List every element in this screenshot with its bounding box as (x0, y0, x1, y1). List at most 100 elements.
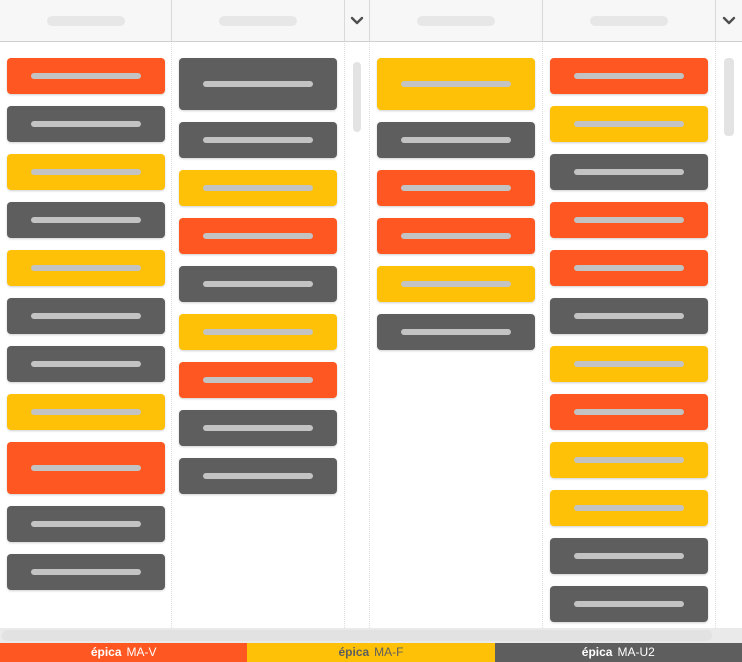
board-column-4 (543, 43, 716, 628)
column-header-1[interactable] (0, 0, 172, 41)
card[interactable] (6, 250, 165, 286)
column-title-placeholder (590, 15, 668, 26)
card[interactable] (179, 218, 337, 254)
card[interactable] (6, 106, 165, 142)
column-header-3[interactable] (370, 0, 543, 41)
card-text-placeholder (203, 425, 313, 431)
card-text-placeholder (203, 137, 313, 143)
legend-code: MA-V (126, 645, 157, 659)
collapse-column-button[interactable] (345, 0, 370, 41)
collapse-column-button[interactable] (716, 0, 742, 41)
card-text-placeholder (203, 377, 313, 383)
card[interactable] (6, 394, 165, 430)
legend-prefix: épica (338, 645, 370, 659)
card-text-placeholder (30, 361, 141, 367)
epic-legend: épica MA-V épica MA-F épica MA-U2 (0, 643, 742, 662)
board-column-1 (0, 43, 172, 628)
legend-item-ma-v[interactable]: épica MA-V (0, 643, 248, 662)
card[interactable] (550, 106, 708, 142)
card[interactable] (550, 250, 708, 286)
chevron-down-icon (722, 16, 736, 25)
card[interactable] (6, 346, 165, 382)
column-header-2[interactable] (172, 0, 345, 41)
card[interactable] (179, 58, 337, 110)
legend-code: MA-U2 (617, 645, 655, 659)
card-text-placeholder (30, 409, 141, 415)
column-title-placeholder (219, 15, 297, 26)
card[interactable] (550, 538, 708, 574)
vertical-scrollbar-thumb[interactable] (353, 62, 361, 132)
card[interactable] (550, 58, 708, 94)
card-text-placeholder (401, 233, 511, 239)
legend-item-ma-f[interactable]: épica MA-F (247, 643, 495, 662)
column-header-4[interactable] (543, 0, 716, 41)
card-text-placeholder (203, 81, 313, 87)
card-text-placeholder (203, 185, 313, 191)
card-text-placeholder (574, 553, 684, 559)
card-text-placeholder (30, 265, 141, 271)
chevron-down-icon (350, 16, 364, 25)
column-title-placeholder (417, 15, 495, 26)
card[interactable] (179, 362, 337, 398)
card[interactable] (377, 218, 535, 254)
card[interactable] (179, 122, 337, 158)
card[interactable] (6, 58, 165, 94)
card[interactable] (6, 554, 165, 590)
card-text-placeholder (203, 473, 313, 479)
card[interactable] (550, 394, 708, 430)
card-text-placeholder (574, 121, 684, 127)
card[interactable] (6, 154, 165, 190)
card[interactable] (377, 122, 535, 158)
vertical-scrollbar-thumb[interactable] (724, 58, 734, 136)
legend-item-ma-u2[interactable]: épica MA-U2 (494, 643, 742, 662)
legend-prefix: épica (581, 645, 613, 659)
card[interactable] (550, 154, 708, 190)
legend-code: MA-F (374, 645, 404, 659)
card-text-placeholder (30, 569, 141, 575)
card[interactable] (377, 266, 535, 302)
card[interactable] (377, 314, 535, 350)
card[interactable] (550, 298, 708, 334)
card-text-placeholder (574, 409, 684, 415)
card[interactable] (6, 202, 165, 238)
card[interactable] (550, 346, 708, 382)
card-text-placeholder (203, 329, 313, 335)
card[interactable] (550, 442, 708, 478)
card[interactable] (179, 410, 337, 446)
card-text-placeholder (574, 361, 684, 367)
card-text-placeholder (401, 137, 511, 143)
card[interactable] (6, 442, 165, 494)
collapsed-strip (716, 43, 742, 628)
card-text-placeholder (30, 73, 141, 79)
card-text-placeholder (574, 73, 684, 79)
card[interactable] (179, 314, 337, 350)
card-text-placeholder (203, 281, 313, 287)
column-title-placeholder (46, 15, 125, 26)
card[interactable] (179, 170, 337, 206)
collapsed-strip (345, 43, 370, 628)
card-text-placeholder (401, 81, 511, 87)
card-text-placeholder (574, 457, 684, 463)
card[interactable] (550, 586, 708, 622)
card[interactable] (6, 298, 165, 334)
card[interactable] (377, 170, 535, 206)
card-text-placeholder (574, 217, 684, 223)
card[interactable] (550, 490, 708, 526)
card-text-placeholder (203, 233, 313, 239)
horizontal-scrollbar[interactable] (0, 628, 742, 643)
card[interactable] (179, 266, 337, 302)
card-text-placeholder (401, 185, 511, 191)
board-body (0, 43, 742, 628)
card-text-placeholder (30, 465, 141, 471)
card-text-placeholder (30, 217, 141, 223)
card[interactable] (6, 506, 165, 542)
card-text-placeholder (30, 169, 141, 175)
card-text-placeholder (574, 601, 684, 607)
card[interactable] (377, 58, 535, 110)
horizontal-scrollbar-thumb[interactable] (2, 630, 712, 641)
card-text-placeholder (574, 313, 684, 319)
card[interactable] (550, 202, 708, 238)
card[interactable] (179, 458, 337, 494)
board-column-3 (370, 43, 543, 628)
